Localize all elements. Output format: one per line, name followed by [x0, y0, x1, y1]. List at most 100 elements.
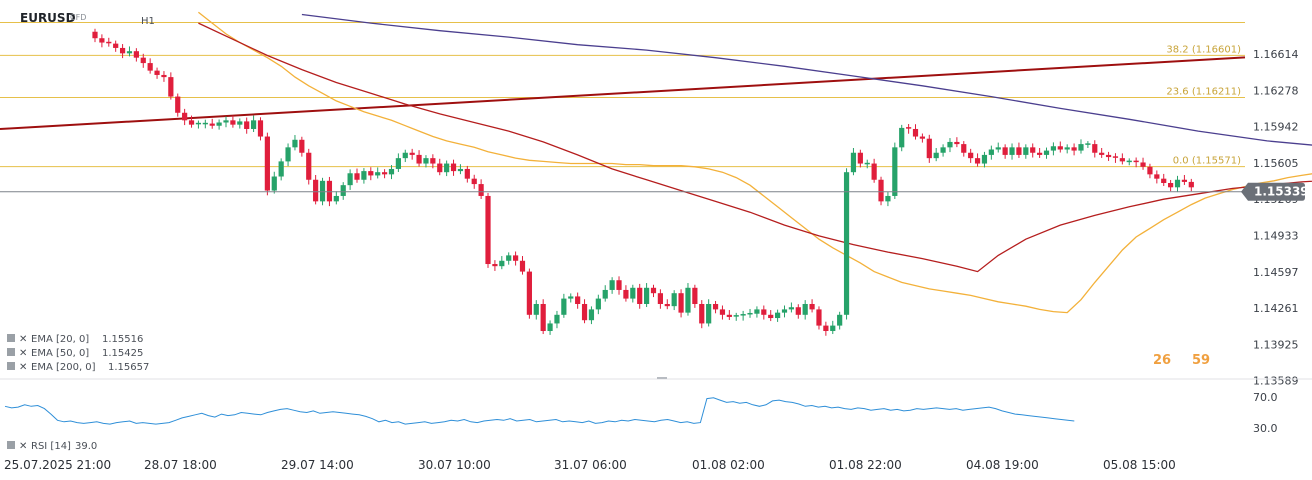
- candle-body: [202, 122, 208, 125]
- ema200-line: [301, 13, 1312, 146]
- candle-body: [278, 161, 284, 177]
- instrument-type: CFD: [70, 13, 86, 22]
- candle-body: [857, 152, 863, 164]
- candle-body: [340, 185, 346, 196]
- candle-body: [133, 51, 139, 58]
- timeframe-label[interactable]: H1: [141, 16, 155, 27]
- indicator-legend: ✕ EMA [20, 0] 1.15516 ✕ EMA [50, 0] 1.15…: [7, 334, 149, 452]
- indicator-close-icon[interactable]: ✕: [19, 362, 27, 373]
- indicator-close-icon[interactable]: ✕: [19, 441, 27, 452]
- candle-body: [1154, 174, 1160, 179]
- fibonacci-levels: [0, 22, 1245, 168]
- candle-body: [533, 303, 539, 315]
- indicator-label: EMA [20, 0]: [31, 334, 89, 345]
- time-tick-label: 25.07.2025 21:00: [4, 458, 111, 472]
- candle-body: [299, 139, 305, 153]
- current-price-label: 1.15339: [1254, 185, 1309, 199]
- indicator-settings-icon[interactable]: [7, 441, 15, 449]
- candle-body: [540, 303, 546, 332]
- candle-body: [1147, 166, 1153, 175]
- trendline[interactable]: [0, 56, 1246, 131]
- candle-body: [595, 298, 601, 310]
- panel-resize-handle[interactable]: [657, 377, 667, 379]
- candle-body: [1085, 143, 1091, 145]
- indicator-row-rsi[interactable]: ✕ RSI [14] 39.0: [7, 441, 97, 452]
- indicator-row-ema20[interactable]: ✕ EMA [20, 0] 1.15516: [7, 334, 143, 345]
- price-tick-label: 1.15942: [1253, 121, 1299, 134]
- indicator-value: 1.15516: [102, 334, 143, 345]
- candle-body: [285, 147, 291, 162]
- indicator-close-icon[interactable]: ✕: [19, 348, 27, 359]
- candle-body: [430, 158, 436, 164]
- candle-body: [175, 96, 181, 113]
- candle-body: [1057, 146, 1063, 150]
- candle-body: [1112, 156, 1119, 158]
- candle-body: [485, 195, 491, 265]
- candle-body: [706, 303, 712, 324]
- current-price-badge: [1241, 182, 1305, 201]
- candle-body: [361, 171, 367, 180]
- candle-body: [306, 152, 312, 180]
- candle-body: [388, 168, 395, 175]
- candle-body: [478, 184, 484, 196]
- candle-body: [816, 309, 822, 326]
- rsi-value: 39.0: [75, 441, 97, 452]
- candle-body: [974, 158, 981, 164]
- fibonacci-labels: 38.2 (1.16601) 23.6 (1.16211) 0.0 (1.15571…: [1166, 44, 1241, 166]
- candle-body: [671, 293, 677, 307]
- candle-body: [1023, 147, 1029, 155]
- candle-body: [126, 51, 133, 54]
- time-tick-label: 29.07 14:00: [281, 458, 354, 472]
- candle-body: [188, 120, 195, 125]
- indicator-close-icon[interactable]: ✕: [19, 334, 27, 345]
- indicator-row-ema50[interactable]: ✕ EMA [50, 0] 1.15425: [7, 348, 143, 359]
- candle-body: [154, 70, 160, 75]
- indicator-value: 1.15425: [102, 348, 143, 359]
- candle-body: [444, 163, 450, 173]
- candle-body: [609, 280, 615, 290]
- price-tick-label: 1.16614: [1253, 48, 1299, 61]
- candle-body: [602, 289, 608, 299]
- candle-body: [354, 173, 360, 180]
- candle-body: [926, 138, 932, 159]
- candle-body: [250, 120, 257, 129]
- time-tick-label: 01.08 22:00: [829, 458, 902, 472]
- time-tick-label: 05.08 15:00: [1103, 458, 1176, 472]
- price-tick-label: 1.14261: [1253, 302, 1299, 315]
- candlesticks: [92, 28, 1194, 336]
- candle-body: [947, 141, 953, 148]
- candle-body: [1140, 162, 1146, 167]
- candle-body: [450, 163, 457, 172]
- candle-body: [1119, 158, 1125, 162]
- candle-body: [1105, 154, 1112, 158]
- trendline-layer: [0, 56, 1246, 131]
- candle-body: [209, 123, 215, 126]
- indicator-label: EMA [50, 0]: [31, 348, 89, 359]
- candle-body: [1161, 178, 1167, 183]
- indicator-settings-icon[interactable]: [7, 362, 15, 370]
- candle-body: [1092, 144, 1098, 153]
- candle-body: [464, 168, 470, 179]
- current-price-marker: 1.15339: [0, 182, 1309, 201]
- indicator-settings-icon[interactable]: [7, 334, 15, 342]
- candle-body: [940, 147, 946, 153]
- candle-body: [409, 152, 415, 155]
- candle-body: [768, 314, 774, 319]
- candle-body: [623, 289, 629, 299]
- indicator-settings-icon[interactable]: [7, 348, 15, 356]
- candle-body: [919, 136, 925, 139]
- candle-body: [685, 287, 691, 313]
- candle-body: [471, 178, 477, 185]
- candle-body: [933, 152, 939, 159]
- candle-body: [547, 323, 553, 332]
- candle-body: [761, 309, 767, 315]
- time-tick-label: 04.08 19:00: [966, 458, 1039, 472]
- candle-body: [912, 128, 919, 137]
- rsi-tick-label: 70.0: [1253, 391, 1278, 404]
- overlay-badge: 26 59: [1153, 353, 1210, 368]
- indicator-row-ema200[interactable]: ✕ EMA [200, 0] 1.15657: [7, 362, 149, 373]
- candle-body: [119, 47, 126, 54]
- candle-body: [664, 303, 670, 307]
- candle-body: [885, 195, 891, 202]
